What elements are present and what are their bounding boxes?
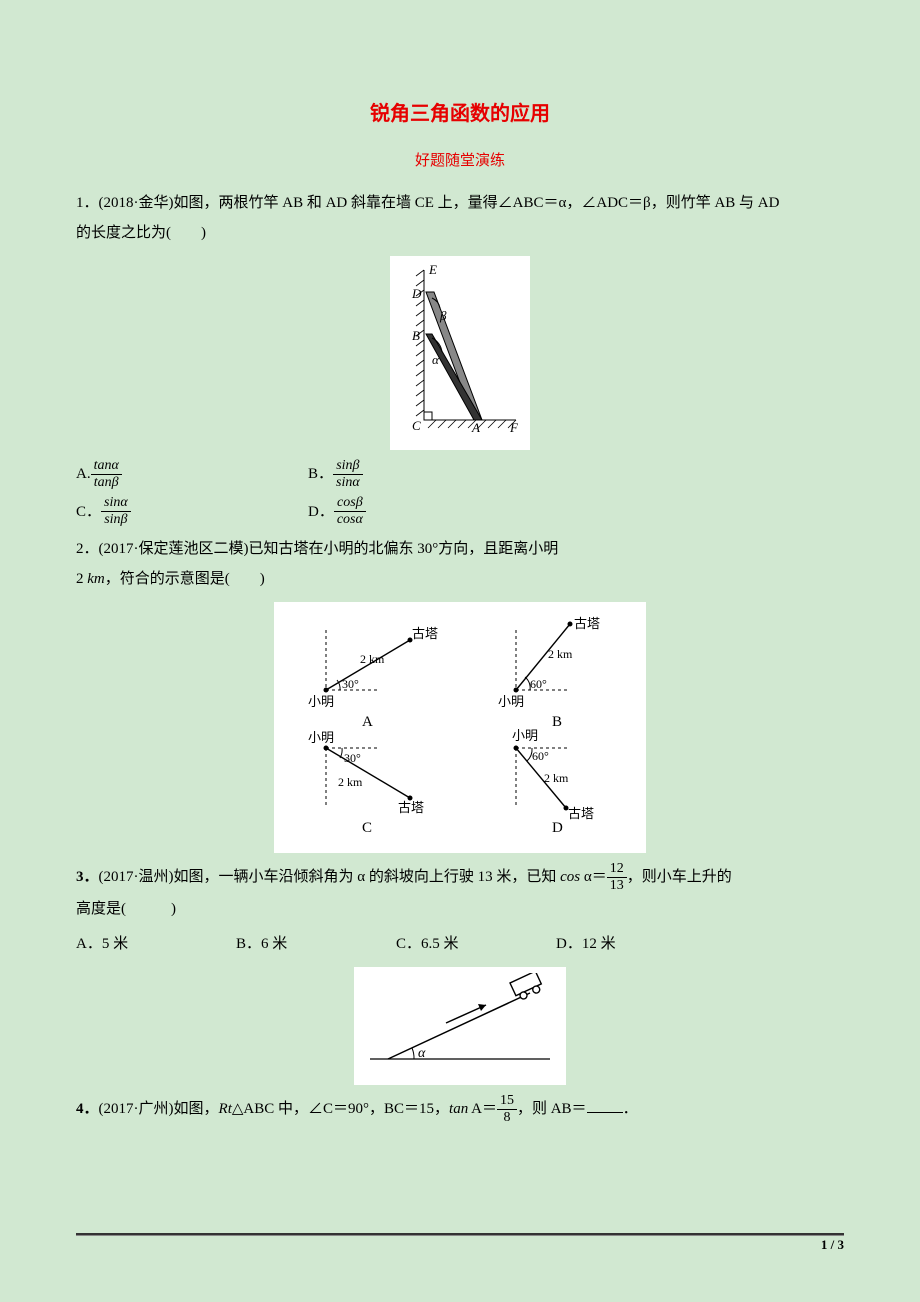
q2-tag: (2017·保定莲池区二模) xyxy=(99,541,249,557)
svg-text:古塔: 古塔 xyxy=(568,806,594,821)
q2-figure: 2 km 30° 古塔 小明 A 2 km 60° xyxy=(274,602,646,853)
footer-rule xyxy=(76,1233,844,1236)
page-title: 锐角三角函数的应用 xyxy=(76,95,844,133)
q2-number: 2． xyxy=(76,541,99,557)
q3-body-1b: α＝ xyxy=(580,869,607,885)
q1-text: 1．(2018·金华)如图，两根竹竿 AB 和 AD 斜靠在墙 CE 上，量得∠… xyxy=(76,188,844,218)
q4-text: 4．(2017·广州)如图，Rt△ABC 中，∠C＝90°，BC＝15，tan … xyxy=(76,1093,844,1126)
svg-text:B: B xyxy=(552,714,562,730)
svg-text:小明: 小明 xyxy=(512,728,538,743)
q4-tag: (2017·广州) xyxy=(99,1101,174,1117)
svg-text:60°: 60° xyxy=(530,677,547,691)
question-4: 4．(2017·广州)如图，Rt△ABC 中，∠C＝90°，BC＝15，tan … xyxy=(76,1093,844,1126)
q2-body-2a: 2 xyxy=(76,571,87,587)
svg-text:C: C xyxy=(412,418,421,433)
question-3: 3．(2017·温州)如图，一辆小车沿倾斜角为 α 的斜坡向上行驶 13 米，已… xyxy=(76,861,844,1085)
svg-text:小明: 小明 xyxy=(498,694,524,709)
q1-figure: E D B C A F α β xyxy=(390,256,530,451)
q2-body-2unit: km xyxy=(87,571,105,587)
svg-text:2 km: 2 km xyxy=(548,647,573,661)
q1-optC-frac: sinα sinβ xyxy=(101,495,131,528)
q1-number: 1． xyxy=(76,195,99,211)
svg-text:古塔: 古塔 xyxy=(574,616,600,631)
svg-text:B: B xyxy=(412,328,420,343)
q1-optC-label: C． xyxy=(76,498,101,527)
svg-text:D: D xyxy=(411,286,422,301)
svg-text:2 km: 2 km xyxy=(360,652,385,666)
q1-optA-label: A. xyxy=(76,460,91,489)
q4-body-1d: ，则 AB＝ xyxy=(517,1101,587,1117)
q4-body-1c: A＝ xyxy=(468,1101,497,1117)
q1-options-row2: C． sinα sinβ D． cosβ cosα xyxy=(76,495,844,528)
svg-text:古塔: 古塔 xyxy=(412,626,438,641)
q3-frac: 1213 xyxy=(607,861,627,894)
q2-text: 2．(2017·保定莲池区二模)已知古塔在小明的北偏东 30°方向，且距离小明 xyxy=(76,534,844,564)
q1-body-1: 如图，两根竹竿 AB 和 AD 斜靠在墙 CE 上，量得∠ABC＝α，∠ADC＝… xyxy=(174,195,780,211)
svg-text:A: A xyxy=(362,714,373,730)
page-footer: 1 / 3 xyxy=(821,1233,844,1258)
q3-options: A．5 米 B．6 米 C．6.5 米 D．12 米 xyxy=(76,930,844,959)
svg-text:D: D xyxy=(552,820,563,836)
footer-sep: / xyxy=(827,1237,837,1252)
q3-body-1a: 如图，一辆小车沿倾斜角为 α 的斜坡向上行驶 13 米，已知 xyxy=(174,869,561,885)
q4-tan: tan xyxy=(449,1101,468,1117)
svg-text:小明: 小明 xyxy=(308,730,334,745)
q4-rt: Rt xyxy=(219,1101,232,1117)
q1-optB-label: B． xyxy=(308,460,333,489)
q3-optB: B．6 米 xyxy=(236,930,396,959)
q1-tag: (2018·金华) xyxy=(99,195,174,211)
q1-body-2: 的长度之比为( ) xyxy=(76,218,844,248)
q3-number: 3． xyxy=(76,869,99,885)
svg-text:α: α xyxy=(418,1046,426,1061)
q4-blank xyxy=(587,1098,623,1113)
q4-body-1e: ． xyxy=(623,1101,638,1117)
q3-tag: (2017·温州) xyxy=(99,869,174,885)
q3-optC: C．6.5 米 xyxy=(396,930,556,959)
svg-text:小明: 小明 xyxy=(308,694,334,709)
q3-optD: D．12 米 xyxy=(556,930,716,959)
question-1: 1．(2018·金华)如图，两根竹竿 AB 和 AD 斜靠在墙 CE 上，量得∠… xyxy=(76,188,844,529)
q4-number: 4． xyxy=(76,1101,99,1117)
q1-optA-frac: tanα tanβ xyxy=(91,458,122,491)
svg-text:F: F xyxy=(509,420,519,434)
q4-body-1b: △ABC 中，∠C＝90°，BC＝15， xyxy=(232,1101,449,1117)
q3-optA: A．5 米 xyxy=(76,930,236,959)
q1-optD-label: D． xyxy=(308,498,334,527)
q1-optB-frac: sinβ sinα xyxy=(333,458,363,491)
q1-options-row1: A. tanα tanβ B． sinβ sinα xyxy=(76,458,844,491)
q1-optD-frac: cosβ cosα xyxy=(334,495,366,528)
svg-text:30°: 30° xyxy=(344,751,361,765)
svg-text:β: β xyxy=(439,308,447,323)
svg-text:A: A xyxy=(471,420,480,434)
svg-text:30°: 30° xyxy=(342,677,359,691)
svg-text:C: C xyxy=(362,820,372,836)
q3-body-1c: ，则小车上升的 xyxy=(627,869,732,885)
svg-text:α: α xyxy=(432,352,440,367)
svg-text:E: E xyxy=(428,262,437,277)
q3-cos: cos xyxy=(560,869,580,885)
svg-text:古塔: 古塔 xyxy=(398,800,424,815)
footer-total: 3 xyxy=(838,1237,845,1252)
q4-body-1a: 如图， xyxy=(174,1101,219,1117)
svg-text:2 km: 2 km xyxy=(338,775,363,789)
svg-text:2 km: 2 km xyxy=(544,771,569,785)
q3-body-2: 高度是( ) xyxy=(76,894,844,924)
q2-body-2b: ，符合的示意图是( ) xyxy=(105,571,265,587)
question-2: 2．(2017·保定莲池区二模)已知古塔在小明的北偏东 30°方向，且距离小明 … xyxy=(76,534,844,853)
q3-figure: α xyxy=(354,967,566,1086)
page-subtitle: 好题随堂演练 xyxy=(76,147,844,176)
q3-text: 3．(2017·温州)如图，一辆小车沿倾斜角为 α 的斜坡向上行驶 13 米，已… xyxy=(76,861,844,894)
svg-text:60°: 60° xyxy=(532,749,549,763)
q4-frac: 158 xyxy=(497,1093,517,1126)
q2-body-1: 已知古塔在小明的北偏东 30°方向，且距离小明 xyxy=(249,541,559,557)
